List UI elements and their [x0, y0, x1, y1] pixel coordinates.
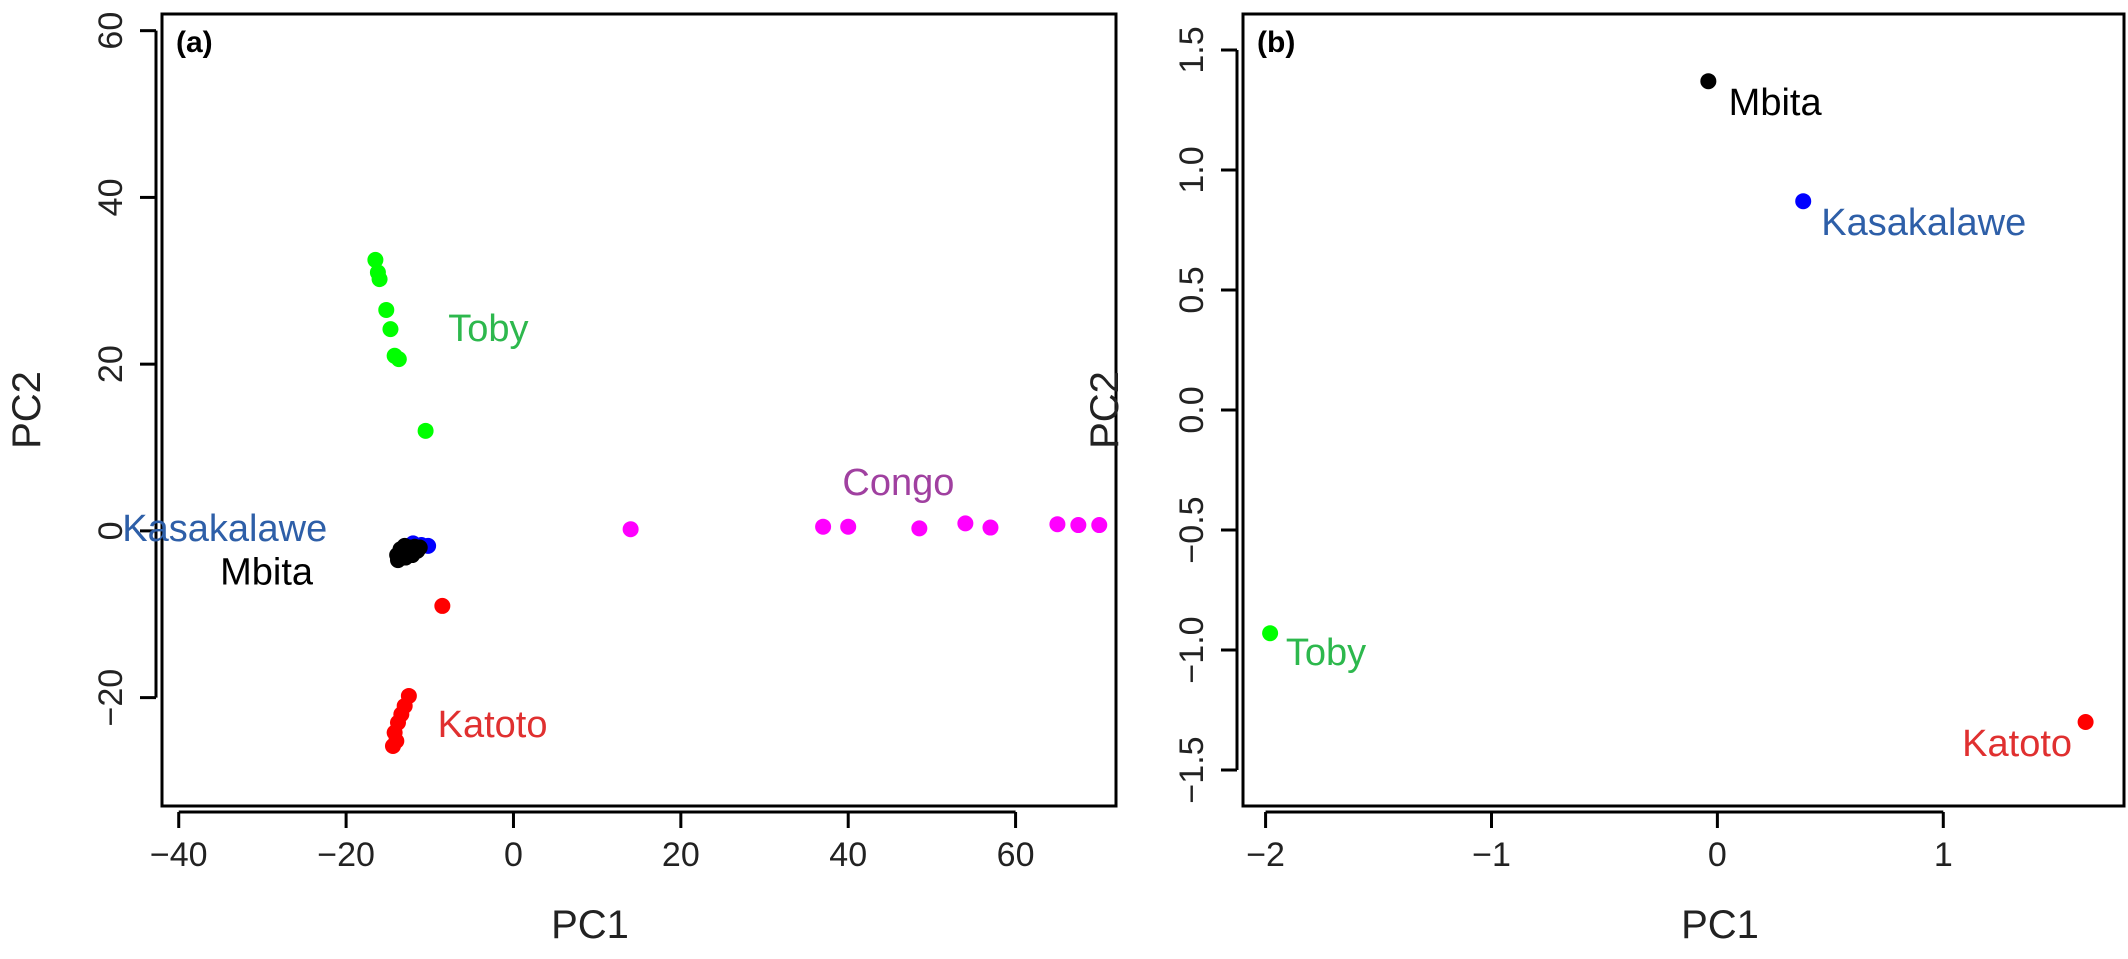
panel-b-y-tick-label: 0.5 [1173, 266, 1211, 313]
panel-a-y-tick-label: 60 [92, 12, 130, 50]
panel-a-point-katoto [434, 597, 451, 614]
panel-a-point-toby [367, 251, 384, 268]
panel-a-point-congo [1091, 517, 1108, 534]
panel-a-series-toby: Toby [367, 251, 529, 439]
panel-b-x-axis-title: PC1 [1681, 903, 1759, 947]
panel-a-point-congo [911, 520, 928, 537]
panel-b-point-kasakalawe [1795, 193, 1812, 210]
panel-a-series-katoto: Katoto [384, 597, 548, 754]
panel-a-point-congo [815, 518, 832, 535]
panel-b-y-axis-title: PC2 [1083, 371, 1127, 449]
panel-b-chart: −2 −1 0 1 −1.5 −1.0 −0.5 0.0 0.5 1.0 1.5 PC1 PC2 (b) M… [1083, 12, 2126, 947]
panel-b-plot-frame [1241, 12, 2126, 808]
panel-a-point-toby [382, 321, 399, 338]
panel-b-y-tick-label: 1.5 [1173, 26, 1211, 73]
panel-a-series-congo: Congo [622, 462, 1108, 538]
panel-a-series-kasakalawe: Kasakalawe [122, 508, 437, 554]
panel-a-point-congo [982, 519, 999, 536]
panel-a-point-toby [417, 422, 434, 439]
panel-a-plot-frame [160, 12, 1118, 808]
panel-b-series-kasakalawe: Kasakalawe [1795, 193, 2026, 244]
panel-a-point-katoto [384, 737, 401, 754]
panel-a-series-mbita: Mbita [220, 537, 428, 593]
panel-a-point-congo [622, 521, 639, 538]
panel-b-y-tick-label: 1.0 [1173, 146, 1211, 193]
panel-a-x-tick-label: 0 [504, 836, 523, 874]
panel-b-label-katoto: Katoto [1962, 723, 2072, 765]
panel-b-y-tick-label: −0.5 [1173, 496, 1211, 563]
panel-b-label-kasakalawe: Kasakalawe [1821, 202, 2026, 244]
panel-a-point-toby [390, 351, 407, 368]
panel-b-label-mbita: Mbita [1729, 82, 1823, 124]
panel-a-x-tick-label: 40 [829, 836, 867, 874]
panel-b-series-toby: Toby [1262, 625, 1366, 674]
panel-a-label-katoto: Katoto [438, 704, 548, 746]
panel-a-label-kasakalawe: Kasakalawe [122, 508, 327, 550]
panel-a-point-congo [957, 515, 974, 532]
panel-a-point-congo [840, 518, 857, 535]
panel-b-y-tick-label: −1.0 [1173, 616, 1211, 683]
panel-a-y-tick-label: −20 [92, 669, 130, 727]
panel-b-point-katoto [2077, 714, 2094, 730]
panel-a-y-tick-label: 20 [92, 345, 130, 383]
panel-a-y-axis-title: PC2 [5, 371, 49, 449]
panel-a-x-tick-label: 60 [997, 836, 1035, 874]
panel-a-y-tick-label: 40 [92, 178, 130, 216]
panel-a-x-tick-label: −20 [317, 836, 375, 874]
panel-a-point-congo [1049, 516, 1066, 533]
panel-a-label-congo: Congo [842, 462, 954, 504]
panel-b-y-tick-label: 0.0 [1173, 386, 1211, 433]
panel-b-x-tick-label: −2 [1246, 836, 1285, 874]
panel-a-point-toby [378, 301, 395, 318]
panel-a-x-tick-label: 20 [662, 836, 700, 874]
panel-a-y-tick-label: 0 [92, 521, 130, 540]
panel-a-point-mbita [411, 539, 428, 556]
panel-b-x-tick-label: −1 [1472, 836, 1511, 874]
panel-a-label-mbita: Mbita [220, 551, 314, 593]
panel-a-x-axis-title: PC1 [551, 903, 629, 947]
panel-b-point-mbita [1700, 73, 1717, 90]
panel-b-series-mbita: Mbita [1700, 73, 1822, 124]
panel-b-point-toby [1262, 625, 1279, 642]
panel-a-panel-label: (a) [176, 26, 213, 59]
panel-b-x-tick-label: 0 [1708, 836, 1727, 874]
panel-a-point-toby [371, 271, 388, 288]
panel-b-y-tick-label: −1.5 [1173, 736, 1211, 803]
panel-b-label-toby: Toby [1286, 632, 1366, 674]
panel-a-point-mbita [397, 549, 414, 566]
panel-a-x-tick-label: −40 [150, 836, 208, 874]
panel-b-x-tick-label: 1 [1934, 836, 1953, 874]
panel-a-chart: −40 −20 0 20 40 60 −20 0 20 40 60 PC1 PC2 (a) Toby Cong… [5, 12, 1118, 947]
panel-a-point-congo [1070, 517, 1087, 534]
panel-b-panel-label: (b) [1257, 26, 1295, 59]
panel-a-label-toby: Toby [448, 308, 528, 350]
panel-b-series-katoto: Katoto [1962, 714, 2094, 765]
